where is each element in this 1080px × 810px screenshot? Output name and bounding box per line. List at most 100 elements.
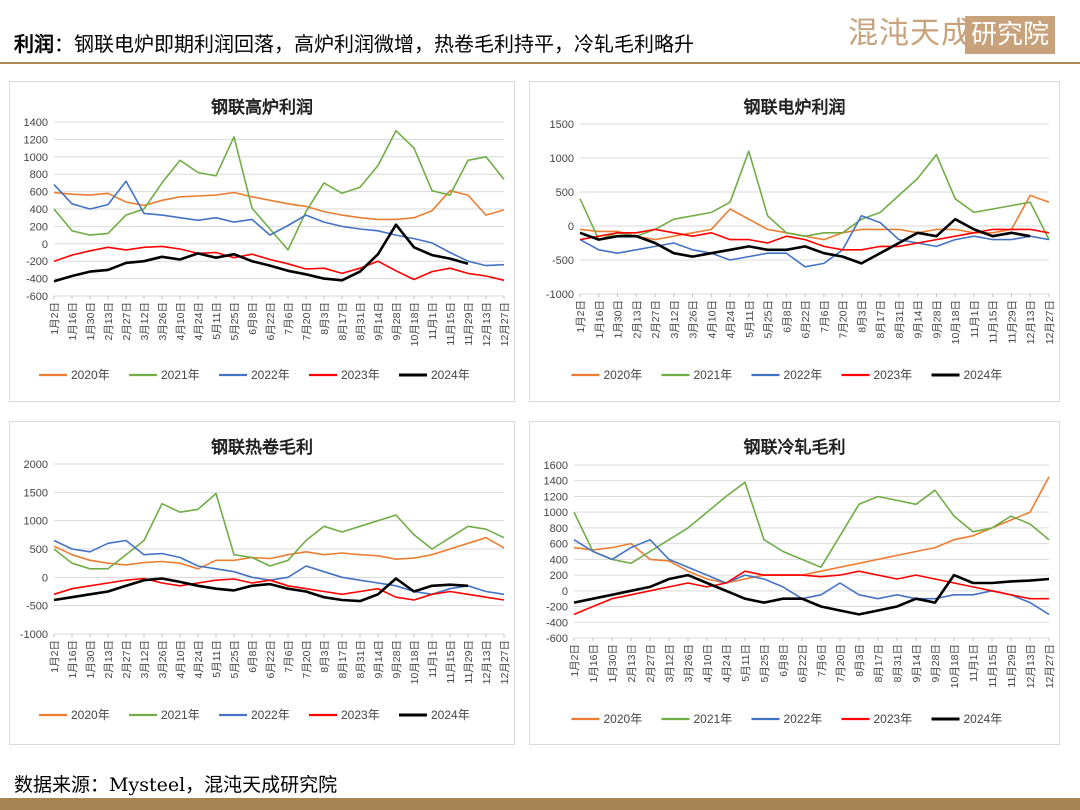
x-tick-label: 6月22日: [800, 300, 812, 339]
y-tick-label: 1000: [24, 516, 48, 528]
x-tick-label: 8月17日: [875, 300, 887, 339]
x-tick-label: 3月26日: [688, 300, 700, 339]
legend-label: 2022年: [251, 708, 290, 722]
series-line-2023: [579, 228, 1050, 251]
x-tick-label: 1月2日: [49, 302, 61, 335]
y-tick-label: 500: [556, 187, 574, 199]
x-tick-label: 10月18日: [409, 302, 421, 346]
x-tick-label: 9月14日: [913, 300, 925, 339]
legend-label: 2023年: [874, 368, 913, 382]
legend-label: 2020年: [71, 708, 110, 722]
legend-label: 2023年: [341, 708, 380, 722]
x-tick-label: 6月8日: [781, 300, 793, 333]
x-tick-label: 5月25日: [759, 644, 771, 683]
y-tick-label: -200: [26, 256, 48, 268]
x-tick-label: 12月27日: [499, 302, 511, 346]
y-tick-label: 800: [550, 523, 568, 535]
x-tick-label: 12月13日: [1025, 644, 1037, 688]
legend-label: 2022年: [784, 368, 823, 382]
y-tick-label: 0: [562, 586, 568, 598]
legend-label: 2020年: [604, 368, 643, 382]
page-title: 利润：钢联电炉即期利润回落，高炉利润微增，热卷毛利持平，冷轧毛利略升: [14, 28, 694, 57]
x-tick-label: 9月14日: [373, 302, 385, 341]
y-tick-label: 1500: [24, 487, 48, 499]
x-tick-label: 4月10日: [702, 644, 714, 683]
x-tick-label: 4月10日: [175, 302, 187, 341]
x-tick-label: 2月13日: [103, 640, 115, 679]
y-tick-label: 1600: [544, 460, 568, 472]
chart-title: 钢联电炉利润: [744, 97, 846, 118]
x-tick-label: 6月22日: [265, 640, 277, 679]
title-text: 钢联电炉即期利润回落，高炉利润微增，热卷毛利持平，冷轧毛利略升: [74, 32, 694, 56]
chart-blast-furnace-profit: 钢联高炉利润 -600 -400 -200 0 200 400 600 800 1000 1200 1…: [24, 97, 511, 382]
series-line-2022: [573, 538, 1050, 616]
x-tick-label: 7月20日: [835, 644, 847, 683]
chart-electric-furnace-profit: 钢联电炉利润 -1000 -500 0 500 1000 1500 1月2日 1月16日 1月30…: [546, 97, 1056, 382]
x-tick-label: 12月27日: [1044, 300, 1056, 344]
header-divider: [0, 62, 1080, 64]
y-tick-label: 400: [30, 204, 48, 216]
y-tick-label: -200: [546, 602, 568, 614]
x-tick-label: 5月11日: [211, 302, 223, 340]
chart-panel-electric-furnace: 钢联电炉利润 -1000 -500 0 500 1000 1500 1月2日 1月16日 1月30…: [529, 81, 1060, 402]
x-tick-label: 1月2日: [569, 644, 581, 677]
series-line-2020: [573, 476, 1050, 584]
logo-brand-text: 混沌天成: [848, 16, 972, 51]
x-tick-label: 7月20日: [301, 302, 313, 341]
legend-label: 2023年: [341, 368, 380, 382]
x-tick-label: 8月3日: [854, 644, 866, 677]
x-tick-label: 11月29日: [1006, 300, 1018, 344]
x-tick-label: 2月27日: [121, 302, 133, 341]
y-tick-label: 1400: [544, 476, 568, 488]
title-label: 利润: [14, 32, 54, 56]
x-tick-label: 3月26日: [157, 302, 169, 341]
chart-title: 钢联热卷毛利: [211, 437, 313, 458]
x-tick-label: 3月12日: [669, 300, 681, 339]
y-tick-label: -600: [546, 633, 568, 645]
x-tick-label: 9月28日: [391, 302, 403, 341]
x-tick-label: 8月31日: [355, 302, 367, 341]
legend-label: 2022年: [251, 368, 290, 382]
series-line-2023: [573, 570, 1049, 616]
x-tick-label: 3月12日: [664, 644, 676, 683]
legend-label: 2020年: [71, 368, 110, 382]
series-line-2021: [573, 481, 1050, 568]
x-tick-label: 11月29日: [1006, 644, 1018, 688]
x-tick-label: 2月13日: [631, 300, 643, 339]
x-tick-label: 5月11日: [211, 640, 223, 678]
y-tick-label: -500: [552, 255, 574, 267]
series-line-2020: [53, 189, 505, 221]
y-tick-label: 1000: [550, 153, 574, 165]
series-line-2024: [53, 223, 469, 283]
x-tick-label: 1月30日: [613, 300, 625, 339]
x-tick-label: 11月1日: [427, 640, 439, 678]
y-tick-label: -1000: [20, 629, 48, 641]
x-tick-label: 7月6日: [283, 640, 295, 673]
x-tick-label: 8月31日: [894, 300, 906, 339]
legend-label: 2022年: [784, 712, 823, 726]
series-line-2021: [53, 129, 505, 251]
x-tick-label: 8月3日: [319, 640, 331, 673]
series-line-2022: [53, 180, 505, 267]
y-tick-label: 1000: [544, 507, 568, 519]
legend-label: 2021年: [161, 708, 200, 722]
x-tick-label: 5月25日: [763, 300, 775, 339]
x-tick-label: 8月3日: [856, 300, 868, 333]
x-tick-label: 1月2日: [575, 300, 587, 333]
x-tick-label: 5月11日: [740, 644, 752, 682]
x-tick-label: 5月25日: [229, 640, 241, 679]
x-tick-label: 1月2日: [49, 640, 61, 673]
y-tick-label: 400: [550, 554, 568, 566]
x-tick-label: 11月1日: [427, 302, 439, 340]
y-tick-label: 0: [42, 239, 48, 251]
y-tick-label: 600: [30, 187, 48, 199]
legend-label: 2024年: [964, 368, 1003, 382]
series-line-2024: [573, 573, 1050, 616]
legend-label: 2020年: [604, 712, 643, 726]
x-tick-label: 11月15日: [987, 644, 999, 688]
y-tick-label: -600: [26, 291, 48, 303]
x-tick-label: 10月18日: [949, 644, 961, 688]
y-tick-label: -1000: [546, 289, 574, 301]
x-tick-label: 8月31日: [892, 644, 904, 683]
x-tick-label: 4月24日: [193, 640, 205, 679]
